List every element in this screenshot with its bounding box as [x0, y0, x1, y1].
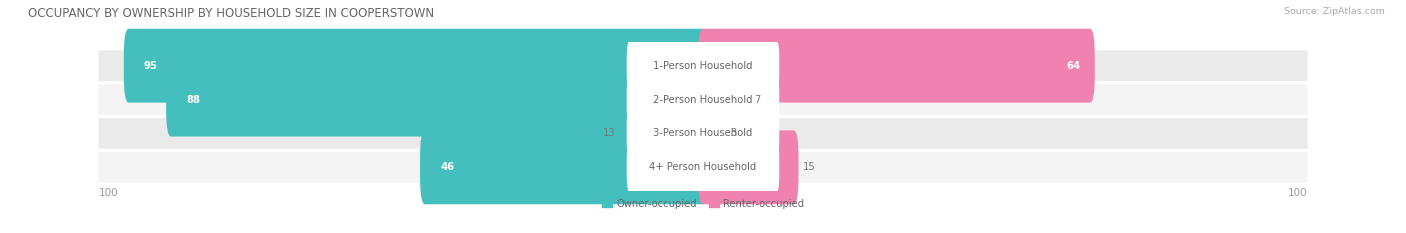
Text: 15: 15: [803, 162, 815, 172]
Text: 7: 7: [755, 95, 761, 105]
Legend: Owner-occupied, Renter-occupied: Owner-occupied, Renter-occupied: [598, 195, 808, 213]
FancyBboxPatch shape: [98, 152, 1308, 183]
Text: 64: 64: [1067, 61, 1081, 71]
Text: Source: ZipAtlas.com: Source: ZipAtlas.com: [1284, 7, 1385, 16]
FancyBboxPatch shape: [699, 130, 799, 204]
Text: 3: 3: [730, 128, 737, 138]
FancyBboxPatch shape: [699, 63, 751, 137]
Text: 3-Person Household: 3-Person Household: [654, 128, 752, 138]
FancyBboxPatch shape: [627, 143, 779, 192]
Text: 95: 95: [143, 61, 157, 71]
FancyBboxPatch shape: [98, 50, 1308, 81]
FancyBboxPatch shape: [627, 75, 779, 124]
Text: 100: 100: [98, 188, 118, 198]
FancyBboxPatch shape: [620, 96, 707, 170]
Text: OCCUPANCY BY OWNERSHIP BY HOUSEHOLD SIZE IN COOPERSTOWN: OCCUPANCY BY OWNERSHIP BY HOUSEHOLD SIZE…: [28, 7, 434, 20]
Text: 13: 13: [603, 128, 616, 138]
Text: 46: 46: [440, 162, 454, 172]
Text: 88: 88: [186, 95, 200, 105]
FancyBboxPatch shape: [699, 29, 1095, 103]
FancyBboxPatch shape: [627, 109, 779, 158]
Text: 1-Person Household: 1-Person Household: [654, 61, 752, 71]
FancyBboxPatch shape: [420, 130, 707, 204]
FancyBboxPatch shape: [98, 84, 1308, 115]
FancyBboxPatch shape: [699, 96, 725, 170]
Text: 100: 100: [1288, 188, 1308, 198]
FancyBboxPatch shape: [98, 118, 1308, 149]
Text: 2-Person Household: 2-Person Household: [654, 95, 752, 105]
FancyBboxPatch shape: [166, 63, 707, 137]
FancyBboxPatch shape: [627, 41, 779, 90]
Text: 4+ Person Household: 4+ Person Household: [650, 162, 756, 172]
FancyBboxPatch shape: [124, 29, 707, 103]
